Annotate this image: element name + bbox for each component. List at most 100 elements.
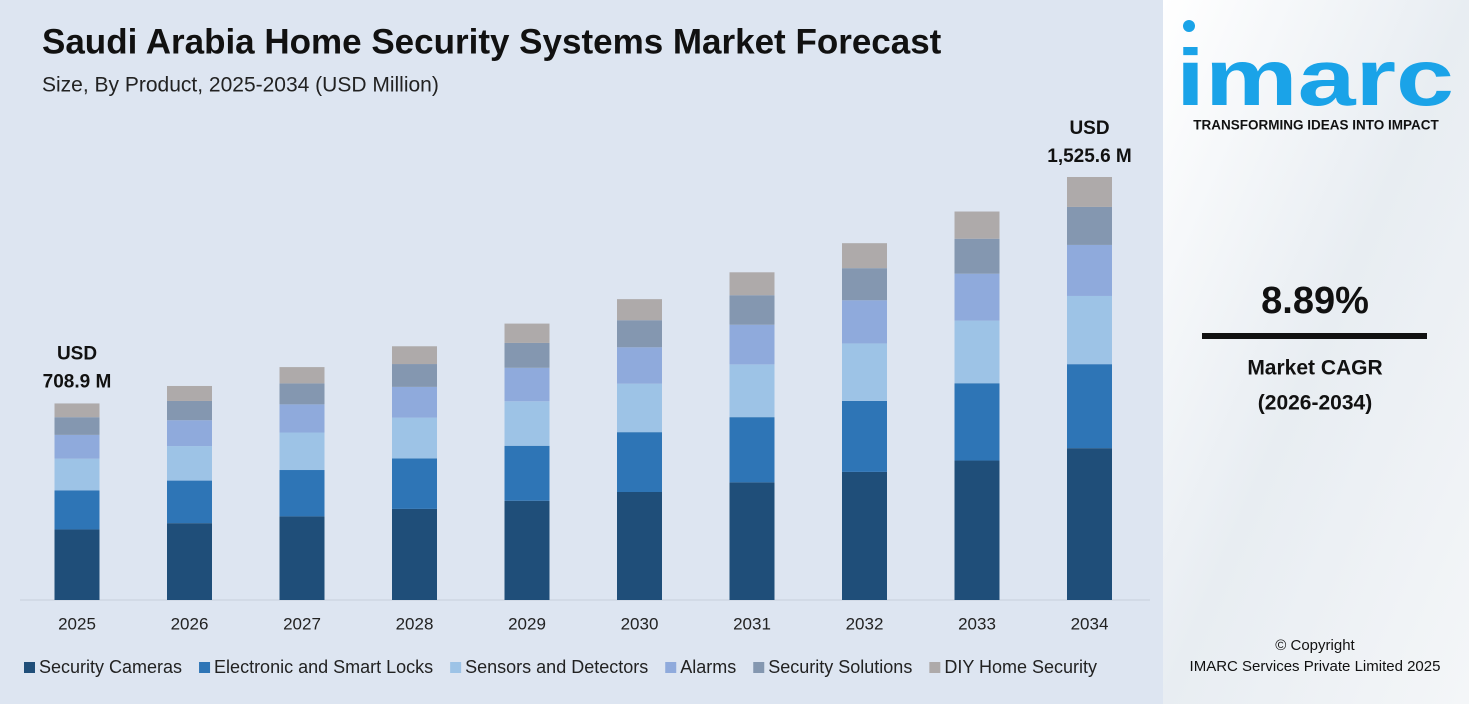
bar-segment — [954, 238, 1000, 274]
bar-segment — [392, 346, 437, 365]
x-tick-label: 2033 — [958, 614, 996, 633]
bar-segment — [279, 404, 325, 433]
legend-swatch — [450, 662, 462, 673]
bar-segment — [54, 490, 100, 530]
bar-segment — [54, 403, 100, 418]
bar-segment — [617, 299, 662, 321]
legend-swatch — [753, 662, 765, 673]
bar-segment — [504, 323, 550, 343]
bar-segment — [279, 367, 325, 384]
bar-segment — [392, 458, 437, 509]
cagr-label: Market CAGR — [1247, 357, 1382, 380]
bar-segment — [279, 432, 325, 471]
bar-segment — [167, 480, 212, 524]
bar-segment — [279, 516, 325, 600]
bar-segment — [392, 364, 437, 387]
bar-segment — [1067, 295, 1112, 365]
bar-segment — [504, 367, 550, 402]
bar-segment — [729, 272, 775, 296]
chart-subtitle: Size, By Product, 2025-2034 (USD Million… — [42, 74, 439, 97]
x-tick-label: 2034 — [1071, 614, 1109, 633]
bar-segment — [842, 243, 887, 269]
bar-segment — [54, 529, 100, 600]
legend-label: Security Solutions — [768, 657, 912, 677]
bar-segment — [1067, 206, 1112, 245]
bar-segment — [954, 460, 1000, 600]
legend-swatch — [929, 662, 941, 673]
x-tick-label: 2032 — [846, 614, 884, 633]
bar-segment — [842, 400, 887, 472]
bar-segment — [729, 295, 775, 325]
total-annotation: 1,525.6 M — [1047, 146, 1132, 167]
bar-segment — [167, 385, 212, 401]
x-tick-label: 2026 — [171, 614, 209, 633]
bar-segment — [392, 417, 437, 459]
bar-segment — [392, 508, 437, 600]
legend-label: Sensors and Detectors — [465, 657, 648, 677]
x-tick-label: 2030 — [621, 614, 659, 633]
bar-segment — [54, 434, 100, 459]
bar-segment — [54, 458, 100, 491]
bar-segment — [1067, 244, 1112, 296]
bar-segment — [504, 500, 550, 600]
bar-segment — [617, 492, 662, 600]
bar-segment — [504, 342, 550, 368]
bar-segment — [167, 420, 212, 447]
bar-segment — [504, 401, 550, 446]
bar-segment — [617, 383, 662, 433]
legend-label: Alarms — [680, 657, 736, 677]
bar-segment — [392, 386, 437, 418]
x-tick-label: 2027 — [283, 614, 321, 633]
bar-segment — [167, 523, 212, 600]
logo-dot — [1183, 20, 1195, 32]
copyright: © Copyright — [1275, 637, 1355, 654]
bar-segment — [954, 273, 1000, 321]
legend-swatch — [24, 662, 35, 673]
logo: imarc — [1176, 33, 1454, 122]
company: IMARC Services Private Limited 2025 — [1190, 658, 1441, 675]
tagline: TRANSFORMING IDEAS INTO IMPACT — [1193, 118, 1439, 133]
legend-label: Security Cameras — [39, 657, 182, 677]
x-tick-label: 2031 — [733, 614, 771, 633]
bar-segment — [167, 446, 212, 481]
bar-segment — [954, 320, 1000, 384]
bar-segment — [842, 300, 887, 344]
legend-swatch — [665, 662, 677, 673]
bar-segment — [954, 211, 1000, 239]
bar-segment — [842, 268, 887, 301]
bar-segment — [617, 432, 662, 493]
bar-segment — [54, 417, 100, 435]
x-tick-label: 2025 — [58, 614, 96, 633]
legend-label: Electronic and Smart Locks — [214, 657, 433, 677]
bar-segment — [617, 347, 662, 384]
bar-segment — [729, 364, 775, 418]
bar-segment — [729, 417, 775, 483]
side-panel — [1163, 0, 1469, 704]
bar-segment — [729, 482, 775, 600]
bar-segment — [842, 471, 887, 600]
bar-segment — [279, 470, 325, 517]
cagr-period: (2026-2034) — [1258, 392, 1372, 415]
bar-segment — [1067, 364, 1112, 449]
total-annotation: 708.9 M — [43, 371, 112, 392]
bar-segment — [504, 445, 550, 501]
bar-segment — [1067, 177, 1112, 207]
bar-segment — [167, 400, 212, 421]
cagr-rule — [1202, 333, 1427, 339]
chart-title: Saudi Arabia Home Security Systems Marke… — [42, 22, 942, 61]
bar-segment — [954, 383, 1000, 461]
legend-label: DIY Home Security — [944, 657, 1097, 677]
x-tick-label: 2028 — [396, 614, 434, 633]
bar-segment — [729, 324, 775, 365]
bar-segment — [279, 383, 325, 405]
bar-segment — [842, 343, 887, 401]
x-tick-label: 2029 — [508, 614, 546, 633]
bar-segment — [1067, 448, 1112, 600]
cagr-value: 8.89% — [1261, 280, 1369, 322]
total-annotation: USD — [1069, 118, 1109, 139]
bar-segment — [617, 320, 662, 348]
total-annotation: USD — [57, 343, 97, 364]
legend-swatch — [199, 662, 211, 673]
